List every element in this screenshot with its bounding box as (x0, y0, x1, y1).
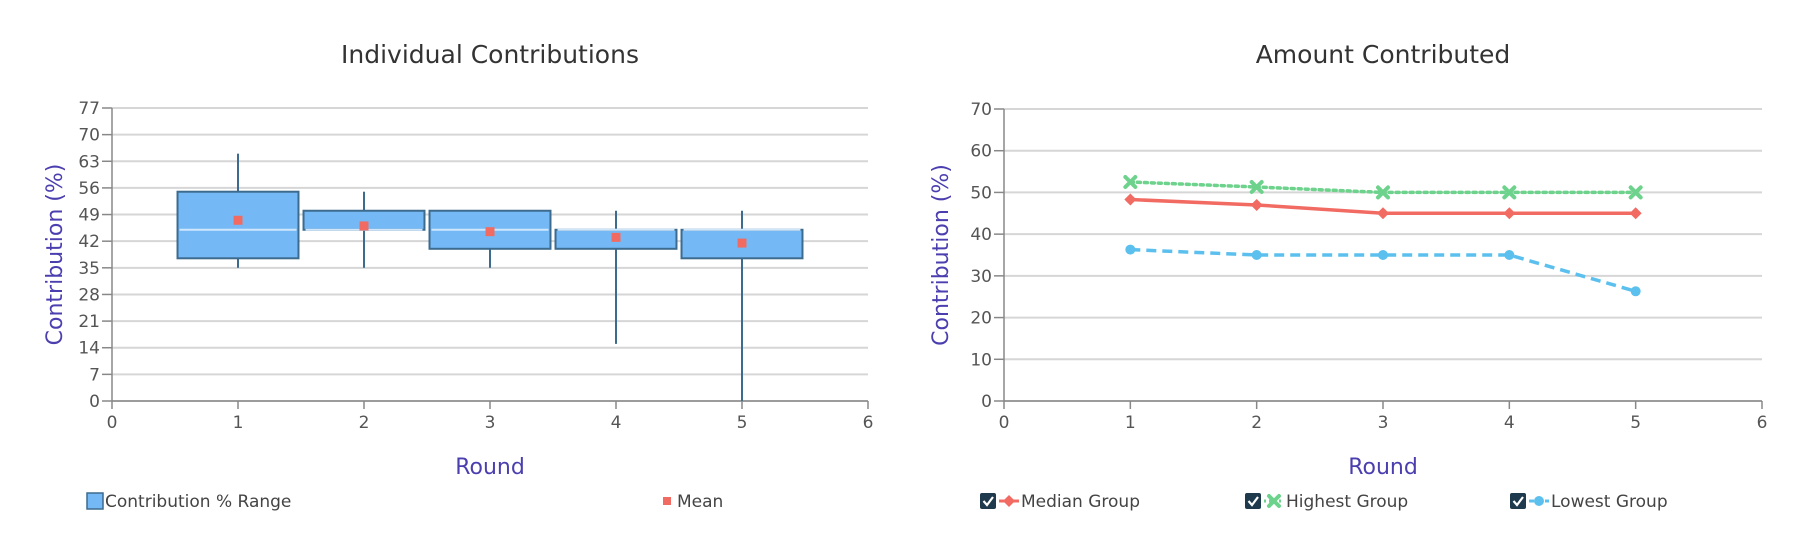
legend-label: Contribution % Range (105, 492, 291, 512)
data-point (1628, 185, 1643, 200)
legend-marker (1267, 494, 1281, 508)
y-tick-label: 77 (78, 99, 100, 119)
data-point (1377, 207, 1389, 220)
amount-contributed-chart: Amount Contributed 0 10 20 30 40 50 60 70 0 1 2 3 4 5 6… (900, 0, 1793, 543)
series-line (1130, 247, 1637, 293)
x-tick-label: 6 (1757, 413, 1768, 433)
x-tick-label: 0 (107, 413, 118, 433)
checkmark-icon (1512, 496, 1524, 507)
legend-item-highest-group[interactable]: Highest Group (1245, 492, 1408, 512)
y-axis-label: Contribution (%) (43, 164, 68, 346)
legend-label: Mean (677, 492, 723, 512)
data-point (1250, 198, 1263, 211)
x-tick-label: 5 (737, 413, 748, 433)
y-tick-label: 63 (78, 152, 100, 172)
y-tick-label: 60 (970, 142, 992, 162)
data-point (1125, 244, 1136, 255)
data-point (1123, 175, 1138, 189)
y-tick-label: 70 (970, 100, 992, 120)
y-tick-label: 7 (89, 365, 100, 385)
legend-item-mean[interactable]: Mean (663, 492, 723, 512)
x-tick-label: 2 (1251, 413, 1262, 433)
y-tick-label: 50 (970, 183, 992, 203)
individual-contributions-chart: Individual Contributions 0 7 14 21 28 35 42 49 56… (43, 40, 874, 512)
legend-marker (1534, 496, 1544, 506)
data-point (1378, 250, 1388, 260)
box-round-2 (302, 191, 426, 268)
y-tick-label: 35 (78, 259, 100, 279)
x-tick-label: 3 (1378, 413, 1389, 433)
legend-label: Highest Group (1286, 492, 1408, 512)
x-axis-label: Round (455, 455, 525, 480)
y-tick-label: 42 (78, 232, 100, 252)
box-round-3 (428, 209, 552, 268)
mean-marker (611, 232, 621, 242)
legend: Contribution % Range Mean (86, 492, 723, 512)
y-tick-label: 28 (78, 285, 100, 305)
contribution-range-box (176, 190, 300, 260)
series-highest-group (1123, 175, 1643, 200)
series-median-group (1124, 193, 1642, 220)
data-point (1504, 250, 1515, 260)
legend-marker (1003, 495, 1015, 507)
legend-label: Median Group (1021, 492, 1140, 512)
x-axis-label: Round (1348, 455, 1418, 480)
y-tick-label: 21 (78, 312, 100, 332)
series-lowest-group (1125, 244, 1641, 297)
amount-contributed-svg: Amount Contributed 0 10 20 30 40 50 60 70 0 1 2 3 4 5 6… (929, 40, 1768, 512)
legend-label: Lowest Group (1551, 492, 1668, 512)
y-tick-label: 56 (78, 179, 100, 199)
checkmark-icon (982, 496, 994, 507)
legend-checkbox[interactable] (1510, 493, 1526, 509)
x-tick-label: 4 (611, 413, 622, 433)
x-tick-label: 4 (1504, 413, 1515, 433)
box-round-5 (680, 210, 804, 401)
y-axis-label: Contribution (%) (929, 164, 954, 346)
checkmark-icon (1247, 496, 1259, 507)
data-point (1630, 286, 1641, 297)
x-tick-label: 1 (1125, 413, 1136, 433)
individual-contributions-svg: Individual Contributions0714212835424956… (43, 40, 874, 512)
chart-title: Amount Contributed (1256, 40, 1511, 69)
x-tick-label: 0 (999, 413, 1010, 433)
y-tick-label: 0 (981, 392, 992, 412)
mean-marker (359, 221, 369, 231)
y-tick-label: 49 (78, 206, 100, 226)
mean-marker (233, 215, 243, 225)
data-point (1503, 207, 1516, 220)
legend-swatch (86, 492, 104, 510)
legend-item-lowest-group[interactable]: Lowest Group (1510, 492, 1668, 512)
chart-title: Individual Contributions (341, 40, 639, 69)
box-round-4 (554, 210, 678, 344)
legend-checkbox[interactable] (1245, 493, 1261, 509)
data-point (1629, 207, 1642, 220)
legend-item-contribution-range[interactable]: Contribution % Range (86, 492, 291, 512)
legend-checkbox[interactable] (980, 493, 996, 509)
data-point (1502, 185, 1517, 200)
y-tick-label: 30 (970, 267, 992, 287)
y-tick-label: 14 (78, 339, 100, 359)
data-point (1249, 180, 1264, 195)
legend-swatch (663, 497, 671, 505)
data-point (1376, 185, 1390, 200)
mean-marker (485, 227, 495, 237)
x-tick-label: 3 (485, 413, 496, 433)
x-tick-label: 1 (233, 413, 244, 433)
legend-item-median-group[interactable]: Median Group (980, 492, 1140, 512)
x-tick-label: 6 (863, 413, 874, 433)
data-point (1251, 250, 1262, 260)
mean-marker (737, 238, 747, 248)
y-tick-label: 20 (970, 309, 992, 329)
x-tick-label: 5 (1630, 413, 1641, 433)
data-point (1124, 193, 1137, 206)
y-tick-label: 40 (970, 225, 992, 245)
box-round-1 (176, 153, 300, 268)
x-tick-label: 2 (359, 413, 370, 433)
legend: Median Group Highest Group Lowest Group (980, 492, 1668, 512)
y-tick-label: 70 (78, 126, 100, 146)
y-tick-label: 0 (89, 392, 100, 412)
y-tick-label: 10 (970, 350, 992, 370)
